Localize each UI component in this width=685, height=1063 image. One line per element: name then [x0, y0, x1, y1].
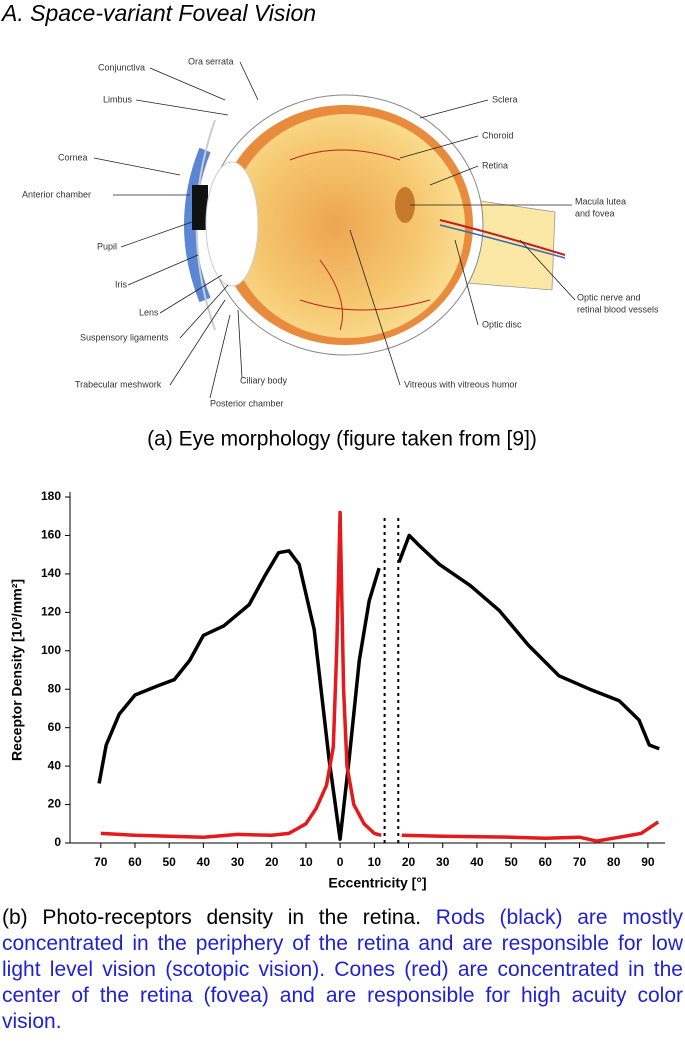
x-tick-label: 50 — [162, 855, 176, 869]
diagram-label: Optic nerve and — [577, 292, 641, 302]
diagram-label: Macula lutea — [575, 196, 626, 206]
x-tick-label: 30 — [436, 855, 450, 869]
caption-a: (a) Eye morphology (figure taken from [9… — [147, 428, 537, 451]
y-tick-label: 160 — [41, 528, 61, 542]
x-tick-label: 20 — [402, 855, 416, 869]
diagram-label: Optic disc — [482, 319, 522, 329]
diagram-label: Trabecular meshwork — [75, 379, 162, 389]
diagram-label: Limbus — [103, 94, 133, 104]
y-axis-label: Receptor Density [10³/mm²] — [9, 579, 25, 761]
caption-lead: (b) Photo-receptors density in the retin… — [2, 906, 422, 929]
diagram-label: Suspensory ligaments — [80, 332, 169, 342]
x-tick-label: 40 — [197, 855, 211, 869]
diagram-label: retinal blood vessels — [577, 304, 659, 314]
eye-illustration — [184, 94, 566, 356]
y-tick-label: 180 — [41, 489, 61, 503]
x-tick-label: 10 — [368, 855, 382, 869]
x-tick-label: 20 — [265, 855, 279, 869]
heading: A. Space-variant Foveal Vision — [0, 0, 316, 26]
series-line — [97, 533, 660, 841]
diagram-label: Posterior chamber — [210, 398, 284, 408]
x-tick-label: 60 — [128, 855, 142, 869]
x-tick-label: 60 — [539, 855, 553, 869]
x-tick-label: 50 — [504, 855, 518, 869]
figure: A. Space-variant Foveal Vision Conjuncti… — [0, 0, 665, 891]
y-tick-label: 40 — [48, 758, 62, 772]
diagram-label: Sclera — [492, 94, 518, 104]
series-line — [100, 510, 660, 843]
y-tick-label: 120 — [41, 605, 61, 619]
x-tick-label: 30 — [231, 855, 245, 869]
x-axis-label: Eccentricity [°] — [328, 875, 426, 891]
y-tick-label: 100 — [41, 643, 61, 657]
diagram-label: Pupil — [97, 241, 117, 251]
x-tick-label: 0 — [337, 855, 344, 869]
x-tick-label: 80 — [607, 855, 621, 869]
diagram-label: Ciliary body — [240, 375, 288, 385]
x-tick-label: 40 — [470, 855, 484, 869]
diagram-label: Iris — [115, 279, 127, 289]
diagram-label: Choroid — [482, 130, 514, 140]
diagram-label: Ora serrata — [188, 56, 234, 66]
x-tick-label: 10 — [299, 855, 313, 869]
diagram-label: Vitreous with vitreous humor — [404, 379, 517, 389]
y-tick-label: 20 — [48, 797, 62, 811]
x-tick-label: 70 — [94, 855, 108, 869]
diagram-label: Anterior chamber — [22, 189, 91, 199]
diagram-label: and fovea — [575, 208, 615, 218]
caption-note: Rods (black) are mostly concentrated in … — [2, 906, 683, 1033]
diagram-label: Conjunctiva — [98, 62, 145, 72]
y-tick-label: 60 — [48, 720, 62, 734]
diagram-label: Lens — [139, 307, 159, 317]
x-tick-label: 90 — [641, 855, 655, 869]
y-tick-label: 80 — [48, 681, 62, 695]
y-tick-label: 140 — [41, 566, 61, 580]
diagram-leaders — [93, 61, 576, 399]
y-tick-label: 0 — [54, 835, 61, 849]
diagram-label: Retina — [482, 160, 508, 170]
diagram-label: Cornea — [58, 152, 88, 162]
caption-b: (b) Photo-receptors density in the retin… — [2, 905, 683, 1035]
x-tick-label: 70 — [573, 855, 587, 869]
